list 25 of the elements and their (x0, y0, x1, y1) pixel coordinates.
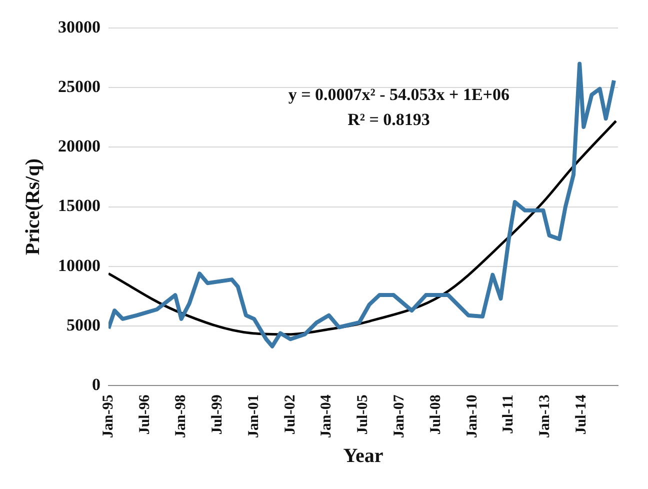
x-tick-label: Jan-07 (392, 394, 408, 438)
x-tick-label: Jan-98 (173, 394, 190, 438)
y-axis-title: Price(Rs/q) (22, 158, 44, 256)
x-tick-label: Jul-02 (282, 394, 298, 435)
annotation: R² = 0.8193 (348, 110, 430, 129)
x-tick-label: Jan-13 (537, 394, 554, 438)
y-tick-label: 20000 (58, 136, 100, 156)
y-tick-label: 5000 (66, 315, 100, 334)
y-tick-label: 25000 (58, 77, 100, 96)
x-tick-label: Jul-96 (136, 394, 153, 435)
y-tick-label: 15000 (58, 196, 100, 216)
y-tick-label: 10000 (58, 256, 100, 275)
x-tick-label: Jul-11 (500, 394, 517, 434)
x-axis-title: Year (343, 445, 384, 468)
x-tick-label: Jul-05 (355, 394, 372, 435)
y-tick-label: 0 (92, 375, 100, 394)
x-tick-label: Jan-95 (100, 394, 116, 438)
annotation: y = 0.0007x² - 54.053x + 1E+06 (288, 85, 510, 104)
x-tick-label: Jan-10 (464, 394, 480, 438)
x-tick-label: Jul-99 (210, 394, 226, 435)
x-tick-label: Jan-04 (318, 394, 335, 438)
x-tick-label: Jul-14 (573, 394, 590, 435)
y-tick-label: 30000 (58, 17, 100, 36)
x-tick-label: Jul-08 (428, 394, 444, 435)
x-tick-label: Jan-01 (246, 394, 262, 438)
